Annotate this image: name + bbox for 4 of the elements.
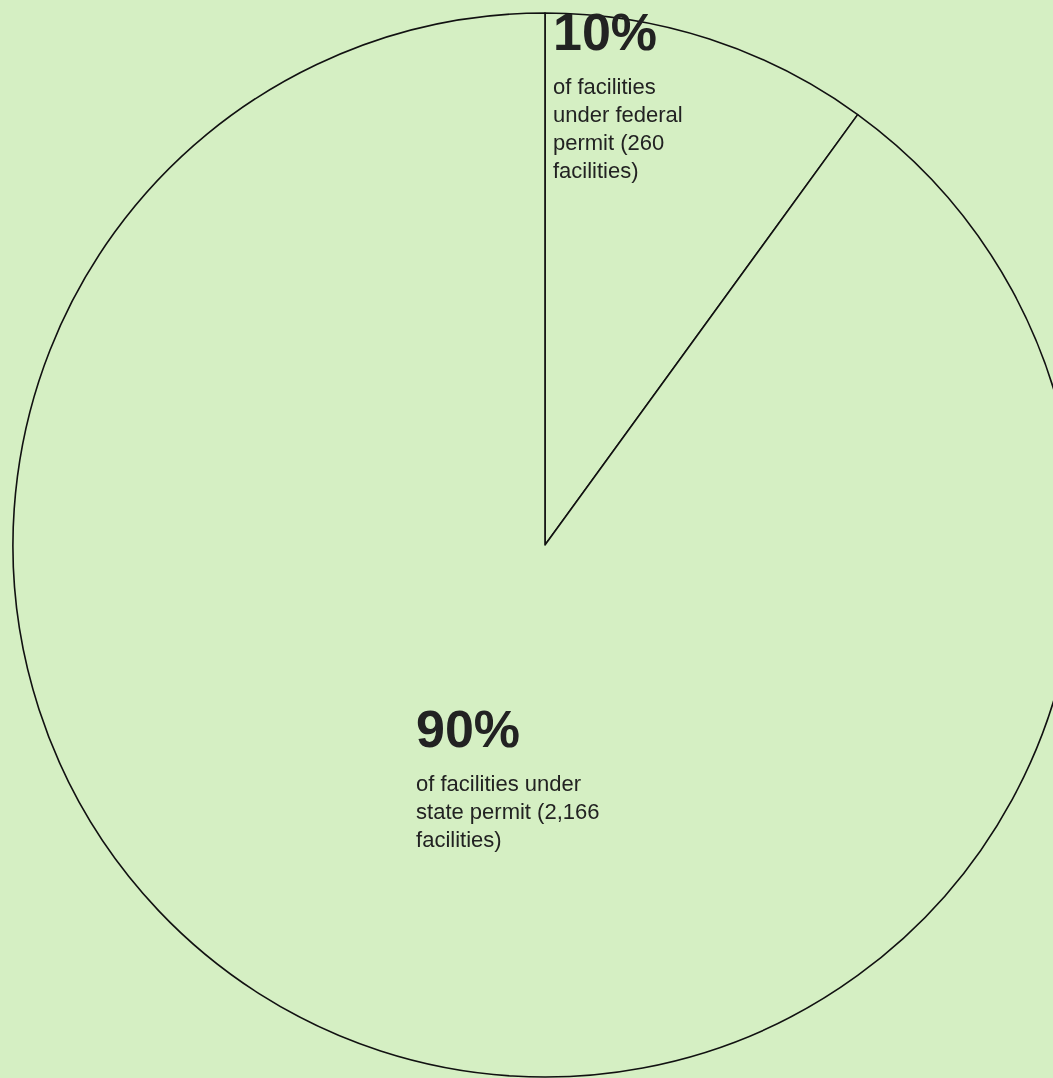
data-label: 90% [416,700,521,759]
slice-label: of facilities under federal permit (260 facilities) [553,74,683,184]
data-label: 10% [553,3,658,62]
slice-label: of facilities under state permit (2,166 facilities) [416,771,600,853]
